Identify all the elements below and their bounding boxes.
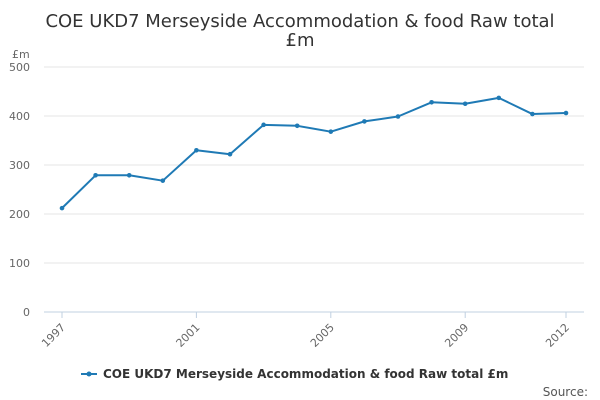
gridlines: [44, 66, 584, 264]
data-point-2010[interactable]: [496, 95, 502, 101]
data-point-2012[interactable]: [563, 110, 569, 116]
data-point-2000[interactable]: [160, 178, 166, 183]
x-axis-ticks: 1997 2001 2005 2009 2012: [39, 312, 572, 350]
y-tick-label: 400: [9, 110, 30, 123]
data-point-2007[interactable]: [395, 114, 401, 119]
legend-marker-dot: [86, 371, 92, 377]
data-point-2009[interactable]: [462, 101, 468, 107]
y-tick-label: 500: [9, 61, 30, 74]
legend[interactable]: COE UKD7 Merseyside Accommodation & food…: [81, 367, 508, 381]
data-point-2011[interactable]: [530, 111, 535, 117]
data-point-2004[interactable]: [294, 123, 300, 129]
x-tick-label: 2012: [543, 321, 572, 350]
legend-label: COE UKD7 Merseyside Accommodation & food…: [103, 367, 508, 381]
series-layer: [59, 95, 569, 211]
y-tick-label: 300: [9, 159, 30, 172]
data-point-2008[interactable]: [429, 99, 434, 105]
data-point-2003[interactable]: [261, 122, 266, 128]
data-point-1998[interactable]: [93, 172, 98, 178]
data-point-1999[interactable]: [126, 172, 132, 178]
data-point-2005[interactable]: [328, 129, 334, 134]
source-label: Source:: [543, 385, 588, 399]
x-tick-label: 1997: [39, 321, 68, 350]
chart-title-line-1: COE UKD7 Merseyside Accommodation & food…: [45, 11, 554, 32]
y-tick-label: 0: [23, 306, 30, 319]
y-tick-label: 200: [9, 208, 30, 221]
data-point-2002[interactable]: [227, 151, 233, 157]
series-line: [61, 96, 567, 210]
y-axis-unit-label: £m: [12, 48, 30, 61]
y-axis-ticks: 0 100 200 300 400 500: [9, 61, 30, 319]
x-tick-label: 2005: [308, 321, 337, 350]
y-tick-label: 100: [9, 257, 30, 270]
x-tick-label: 2009: [442, 321, 471, 350]
data-point-1997[interactable]: [59, 205, 65, 211]
x-tick-label: 2001: [174, 321, 203, 350]
chart-title-line-2: £m: [286, 30, 315, 51]
data-point-2001[interactable]: [194, 148, 199, 153]
data-point-2006[interactable]: [362, 119, 367, 124]
